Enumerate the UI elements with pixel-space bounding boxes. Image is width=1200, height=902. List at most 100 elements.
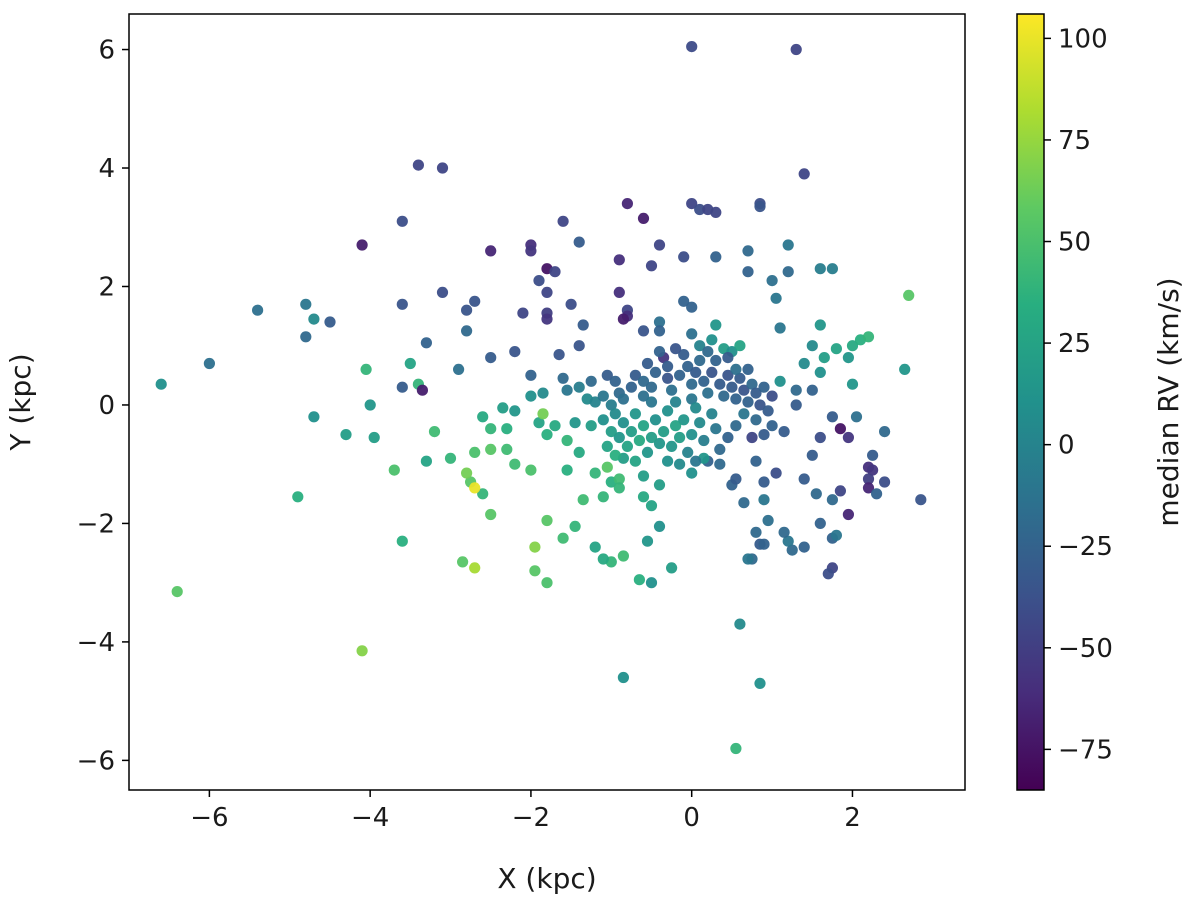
scatter-point [308,313,320,325]
scatter-point [822,568,834,580]
scatter-point [597,414,609,426]
scatter-point [541,577,553,589]
scatter-point [806,449,818,461]
scatter-point [549,420,561,432]
scatter-point [637,390,650,402]
scatter-point [637,470,650,482]
scatter-point [388,464,400,476]
scatter-point [686,378,698,390]
scatter-point [762,514,774,527]
scatter-point [541,313,553,325]
scatter-point [609,408,621,420]
scatter-point [653,325,666,337]
scatter-point [722,352,734,364]
scatter-point [698,434,710,447]
scatter-point [368,431,380,444]
scatter-point [617,313,630,325]
scatter-point [356,645,368,657]
scatter-point [453,363,465,375]
scatter-point [557,372,569,384]
scatter-point [774,322,786,334]
scatter-point [589,541,601,553]
scatter-point [670,396,682,408]
scatter-point [750,455,762,467]
scatter-point [573,381,585,393]
x-tick-label: −4 [351,803,389,833]
scatter-point [617,393,630,405]
scatter-point [340,429,352,441]
scatter-point [364,399,376,411]
scatter-point [798,473,810,485]
scatter-point [754,677,766,690]
scatter-point [746,378,758,390]
scatter-point [645,396,658,408]
scatter-point [814,431,826,444]
scatter-point [734,618,746,630]
scatter-point [690,402,702,414]
scatter-point [690,366,702,378]
scatter-point [653,316,666,328]
colorbar [1016,13,1045,791]
scatter-point [758,476,770,488]
scatter-point [404,357,416,370]
scatter-point [396,298,408,310]
scatter-point [621,440,634,452]
scatter-point [694,354,706,367]
scatter-point [710,251,722,263]
scatter-point [621,198,634,210]
scatter-point [585,420,597,432]
scatter-point [171,586,183,598]
scatter-point [674,369,686,381]
scatter-point [766,390,778,402]
scatter-point [758,538,770,550]
scatter-point [766,420,778,432]
scatter-point [629,408,642,420]
scatter-point [758,429,770,441]
scatter-point [461,325,473,337]
scatter-point [670,420,682,432]
scatter-point [782,535,794,547]
colorbar-tick-label: 75 [1058,126,1091,156]
colorbar-axis: −75 −50 −25 0 25 50 75 100 [1044,24,1113,765]
scatter-point [609,449,621,461]
scatter-point [730,420,742,432]
scatter-point [867,449,879,461]
scatter-point [469,482,481,494]
scatter-point [686,328,698,340]
scatter-point [649,414,662,426]
scatter-point [702,346,714,358]
scatter-point [730,473,742,485]
scatter-point [682,360,694,373]
scatter-point [469,446,481,458]
scatter-point [573,236,585,248]
scatter-point [203,357,215,370]
x-axis: −6 −4 −2 0 2 [190,790,861,833]
colorbar-tick-label: 25 [1058,329,1091,359]
scatter-point [533,275,545,287]
x-axis-label: X (kpc) [497,862,596,895]
y-tick-label: −4 [77,628,115,658]
scatter-point [308,411,320,423]
scatter-point [420,337,432,349]
scatter-point [899,363,911,375]
scatter-point [758,381,770,393]
scatter-point [541,429,553,441]
y-tick-label: 4 [98,154,115,184]
scatter-point [609,375,621,387]
scatter-point [826,494,839,506]
scatter-point [589,396,601,408]
scatter-point [292,491,304,503]
scatter-point [770,292,782,304]
scatter-point [549,266,561,278]
scatter-point [770,467,782,479]
scatter-point [561,434,573,447]
scatter-point [690,455,702,467]
x-tick-label: −2 [512,803,550,833]
scatter-point [879,426,891,438]
scatter-point [525,464,537,476]
scatter-point [694,417,706,429]
scatter-point [867,464,879,476]
x-tick-label: −6 [190,803,228,833]
scatter-point [670,343,682,355]
